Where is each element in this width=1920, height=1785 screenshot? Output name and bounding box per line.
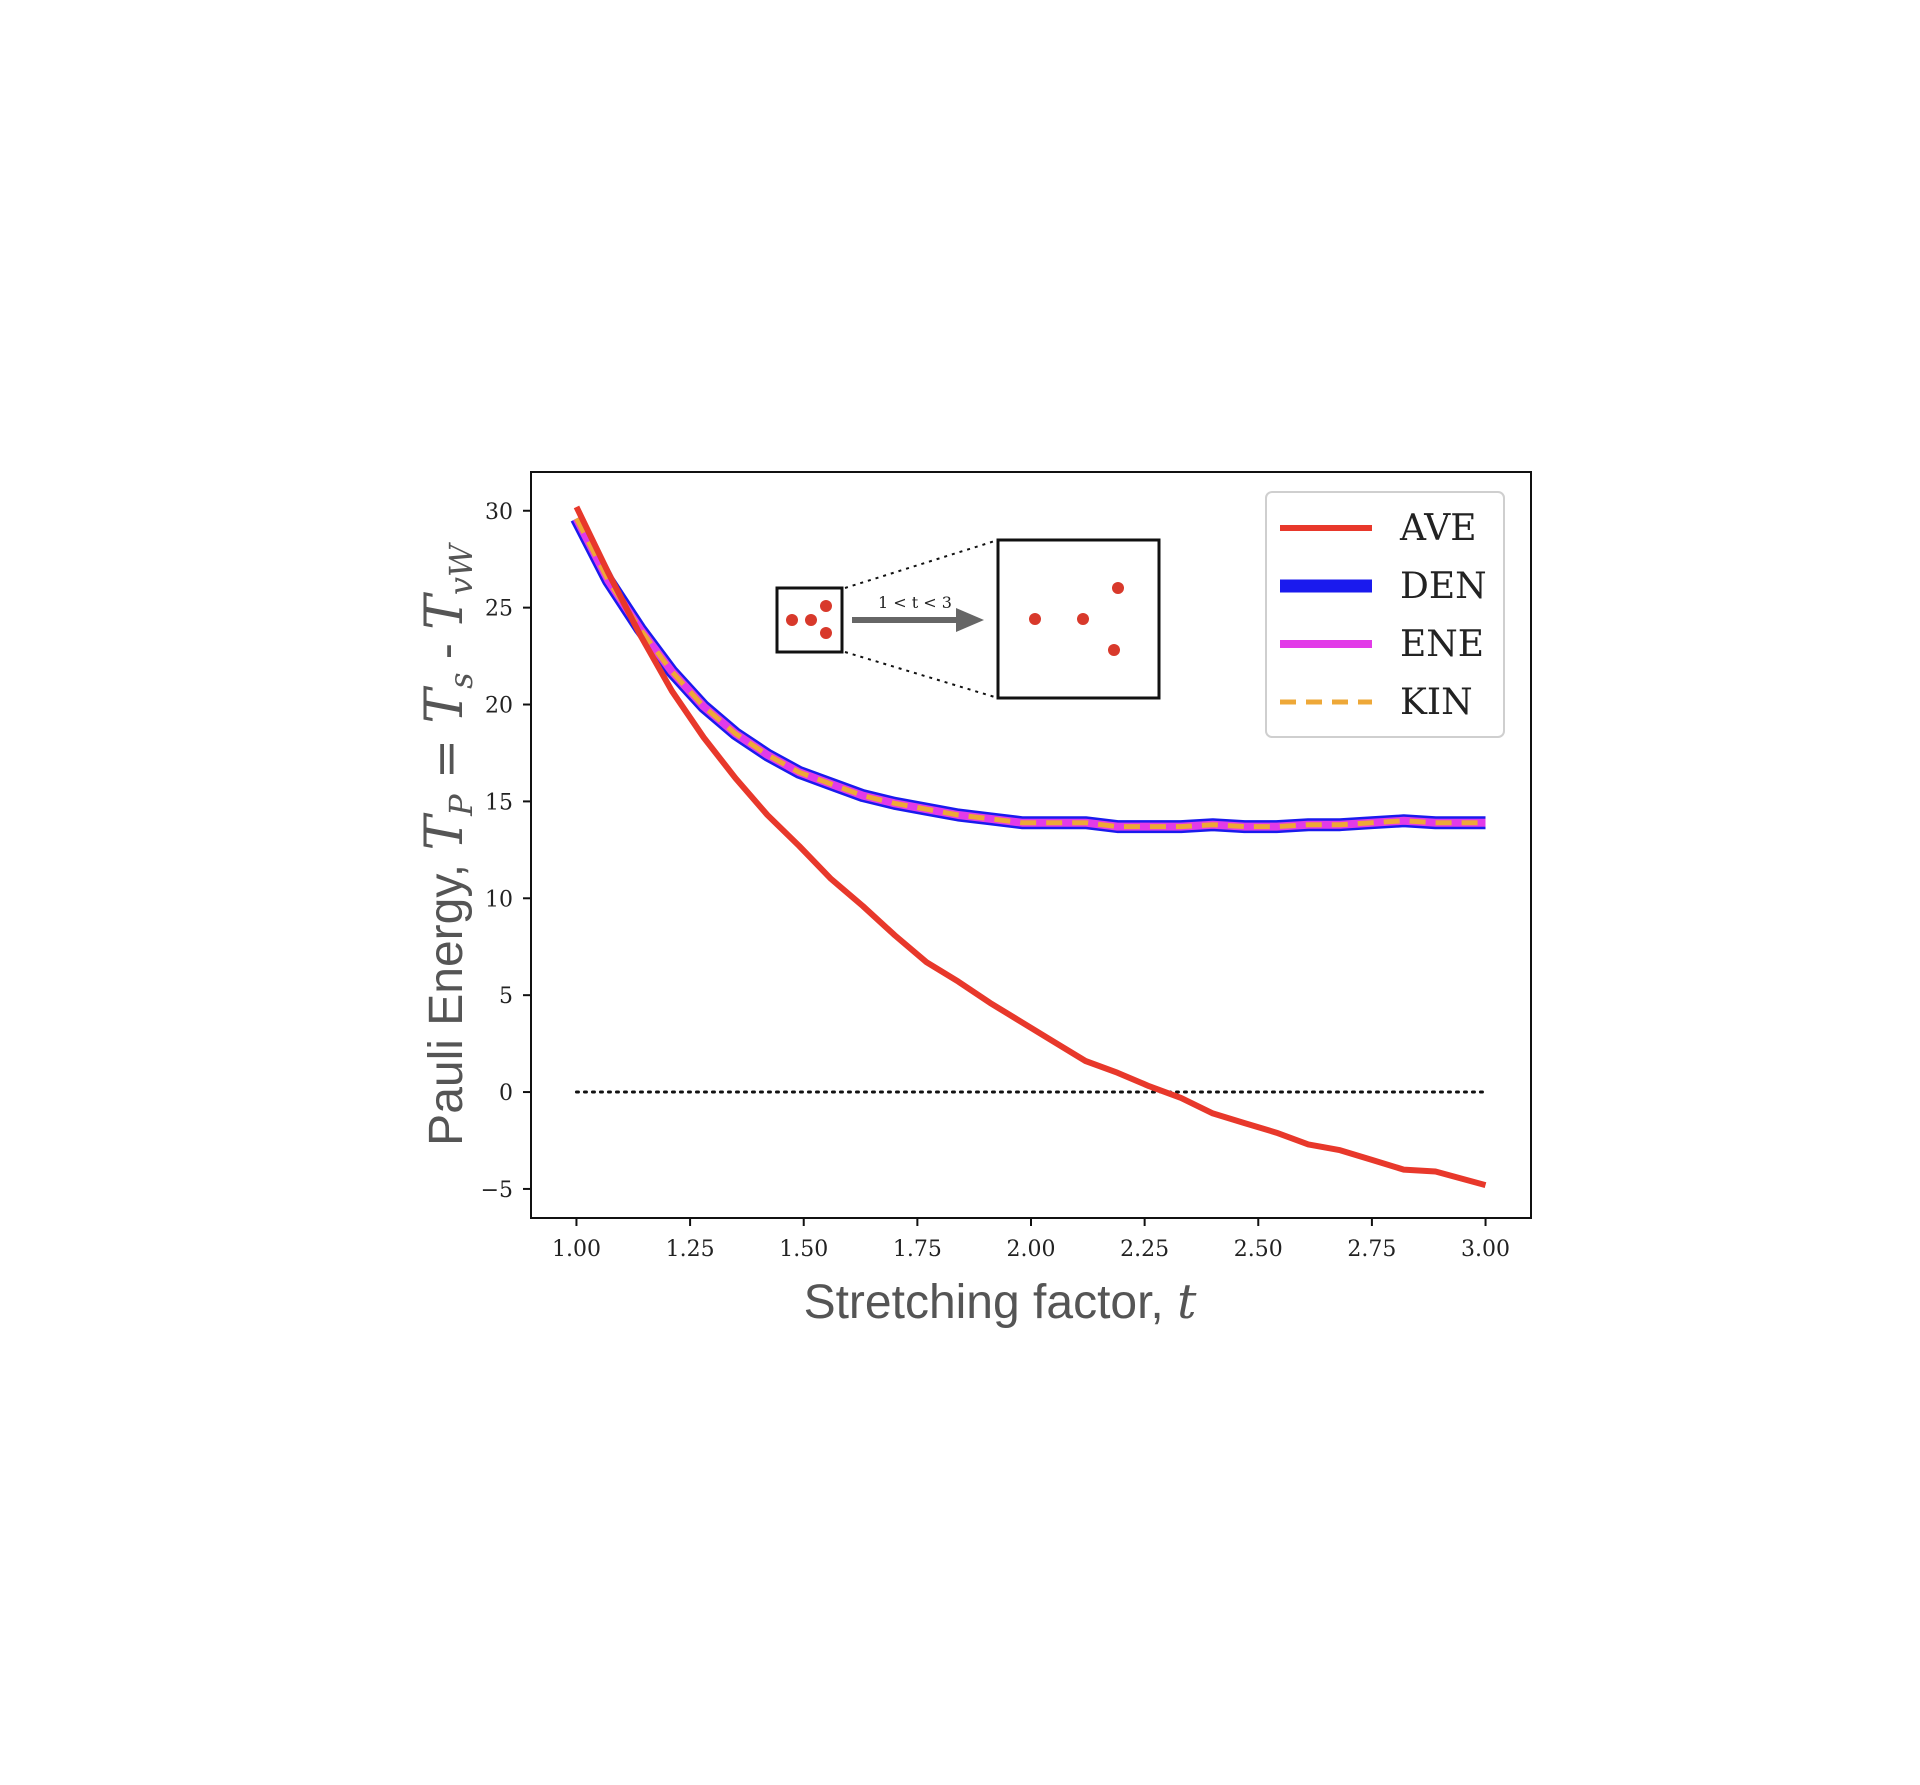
- series-line-kin: [574, 517, 1486, 830]
- inset-zoom-line-top: [844, 539, 999, 589]
- y-tick-label: 25: [485, 597, 513, 622]
- inset-large-atom-4: [1108, 644, 1120, 656]
- inset-zoom-line-bottom: [844, 651, 999, 699]
- legend-items: AVE DEN ENE KIN: [1280, 508, 1487, 723]
- legend-label-den: DEN: [1400, 566, 1487, 607]
- x-tick-label: 3.00: [1461, 1237, 1510, 1262]
- x-tick-label: 2.25: [1120, 1237, 1169, 1262]
- inset-small-atom-3: [820, 600, 832, 612]
- y-tick-label: 10: [485, 887, 513, 912]
- x-axis-title: Stretching factor, t: [804, 1274, 1198, 1330]
- y-tick-label: 20: [485, 694, 513, 719]
- x-tick-label: 2.75: [1347, 1237, 1396, 1262]
- series-layer: [570, 505, 1487, 1188]
- inset-large-atom-2: [1077, 613, 1089, 625]
- x-tick-label: 1.75: [893, 1237, 942, 1262]
- inset-arrow-label: 1 < t < 3: [878, 593, 952, 612]
- x-tick-label: 1.25: [666, 1237, 715, 1262]
- legend: AVE DEN ENE KIN: [1265, 491, 1505, 738]
- y-tick-label: −5: [481, 1178, 513, 1203]
- y-tick-label: 30: [485, 500, 513, 525]
- inset-small-atom-1: [786, 614, 798, 626]
- inset-arrow-head: [956, 608, 984, 632]
- geometry-inset: 1 < t < 3: [775, 538, 1161, 700]
- legend-label-ene: ENE: [1400, 624, 1484, 665]
- inset-small-atom-2: [805, 614, 817, 626]
- y-tick-label: 15: [485, 790, 513, 815]
- inset-large-atom-3: [1112, 582, 1124, 594]
- y-axis-title: Pauli Energy, TP = Ts - TvW: [415, 541, 480, 1146]
- legend-label-kin: KIN: [1400, 682, 1473, 723]
- x-tick-label: 1.00: [552, 1237, 601, 1262]
- y-tick-label: 0: [499, 1081, 513, 1106]
- y-axis-ticks: 30 25 20 15 10 5 0 −5: [481, 500, 531, 1203]
- legend-label-ave: AVE: [1399, 508, 1476, 549]
- inset-large-atom-1: [1029, 613, 1041, 625]
- x-tick-label: 1.50: [779, 1237, 828, 1262]
- x-tick-label: 2.50: [1234, 1237, 1283, 1262]
- y-tick-label: 5: [499, 984, 513, 1009]
- legend-box: [1265, 491, 1505, 738]
- x-tick-label: 2.00: [1007, 1237, 1056, 1262]
- series-line-ave: [573, 505, 1487, 1188]
- x-axis-ticks: 1.00 1.25 1.50 1.75 2.00 2.25 2.50 2.75 3.00: [552, 1218, 1510, 1262]
- inset-small-atom-4: [820, 627, 832, 639]
